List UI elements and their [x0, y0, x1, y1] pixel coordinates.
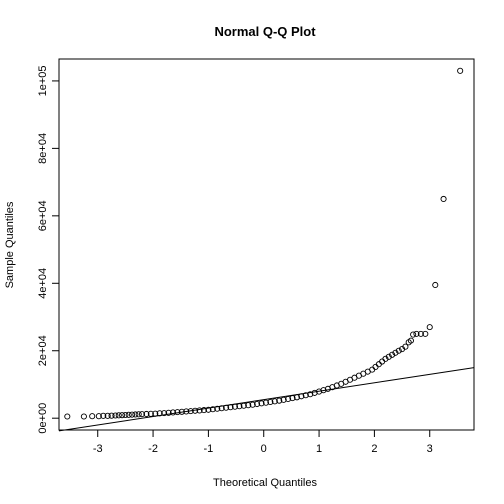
data-point	[426, 324, 433, 331]
data-point	[410, 331, 417, 338]
x-tick-label: -3	[93, 443, 103, 455]
data-point	[64, 413, 71, 420]
data-point	[407, 337, 414, 344]
data-point	[302, 392, 309, 399]
y-axis-title: Sample Quantiles	[4, 201, 16, 288]
y-tick-label: 1e+05	[37, 65, 49, 96]
data-point	[112, 412, 119, 419]
x-axis: -3 -2 -1 0 1 2 3	[93, 430, 433, 455]
data-point	[413, 330, 420, 337]
data-point	[271, 398, 278, 405]
data-point	[389, 351, 396, 358]
data-point	[122, 411, 129, 419]
data-point	[422, 330, 429, 337]
data-point	[392, 349, 399, 356]
y-tick-label: 4e+04	[37, 268, 49, 299]
x-tick-label: -2	[148, 443, 158, 455]
x-tick-label: 3	[427, 443, 433, 455]
data-point	[417, 330, 424, 337]
data-point	[258, 400, 265, 407]
qq-reference-line	[58, 367, 475, 432]
data-point	[119, 412, 126, 419]
y-tick-label: 0e+00	[37, 403, 49, 434]
data-point	[169, 409, 177, 416]
x-axis-title: Theoretical Quantiles	[213, 477, 317, 489]
data-point	[245, 402, 252, 409]
data-point	[249, 401, 256, 408]
data-point	[395, 347, 402, 354]
x-tick-label: 0	[261, 443, 267, 455]
data-point	[143, 410, 150, 418]
data-point	[402, 343, 409, 350]
data-point	[440, 195, 447, 203]
x-tick-label: -1	[204, 443, 214, 455]
data-point	[95, 413, 102, 420]
data-point	[115, 412, 122, 419]
y-axis: 0e+00 2e+04 4e+04 6e+04 8e+04 1e+05	[37, 65, 59, 434]
data-point	[89, 413, 96, 420]
data-point	[276, 397, 283, 404]
data-point	[128, 411, 136, 418]
data-point	[209, 406, 216, 413]
data-point	[205, 406, 212, 413]
x-tick-label: 2	[371, 443, 377, 455]
data-point	[135, 411, 142, 418]
data-point	[132, 411, 139, 418]
plot-frame	[58, 58, 475, 431]
data-point	[214, 405, 221, 412]
data-point	[457, 67, 464, 74]
plot-title: Normal Q-Q Plot	[214, 24, 316, 39]
data-point	[138, 411, 146, 418]
data-point	[254, 400, 261, 408]
data-point	[165, 409, 172, 416]
data-point	[262, 399, 269, 406]
y-tick-label: 6e+04	[37, 200, 49, 231]
y-tick-label: 8e+04	[37, 133, 49, 164]
data-point	[382, 355, 389, 362]
x-tick-label: 1	[316, 443, 322, 455]
data-point	[161, 410, 168, 417]
data-point	[196, 407, 203, 414]
data-point	[100, 412, 107, 419]
data-point	[267, 398, 274, 406]
points-layer	[64, 67, 464, 420]
data-point	[125, 411, 132, 418]
data-point	[432, 281, 439, 289]
data-point	[80, 413, 87, 420]
data-point	[385, 353, 392, 360]
data-point	[280, 396, 287, 403]
y-tick-label: 2e+04	[37, 335, 49, 366]
data-point	[108, 412, 115, 419]
data-point	[200, 407, 208, 414]
data-point	[104, 412, 111, 419]
